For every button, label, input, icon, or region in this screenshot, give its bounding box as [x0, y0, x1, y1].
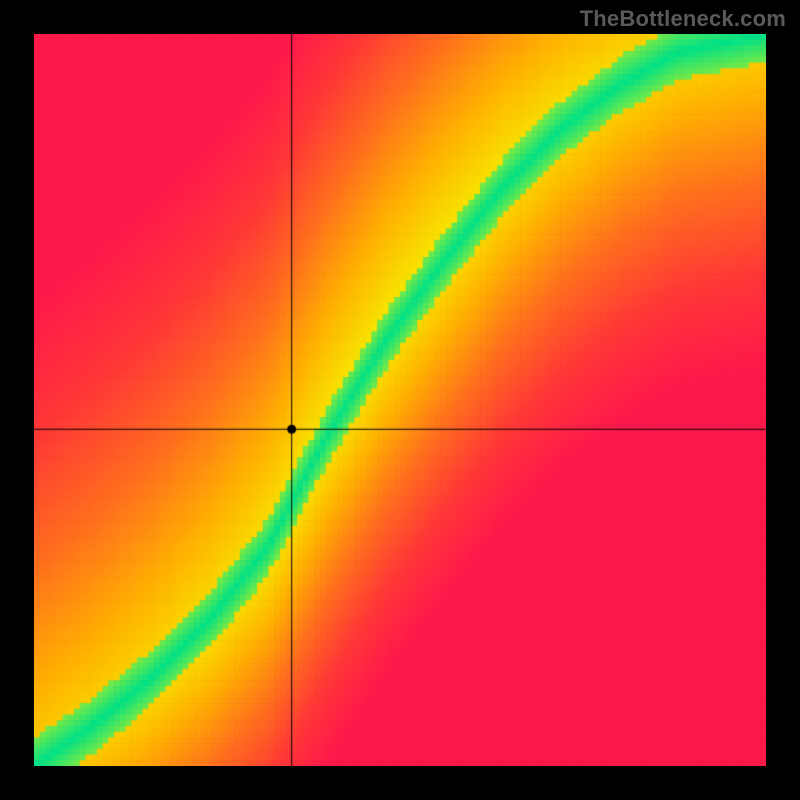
chart-container: TheBottleneck.com — [0, 0, 800, 800]
watermark-text: TheBottleneck.com — [580, 6, 786, 32]
bottleneck-heatmap — [34, 34, 766, 766]
